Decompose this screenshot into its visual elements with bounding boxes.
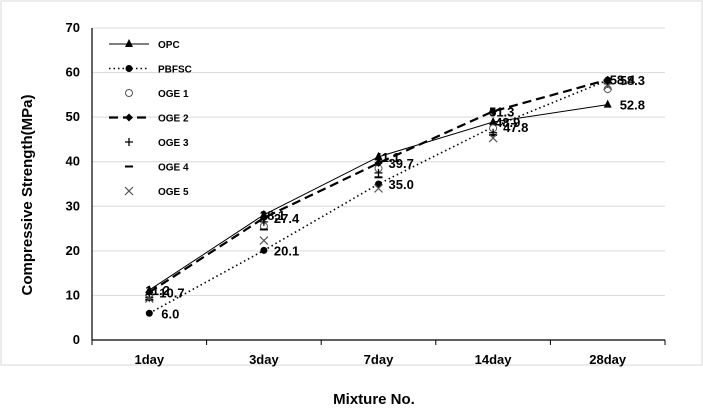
data-point-opc [374, 151, 383, 160]
legend-label: PBFSC [158, 65, 192, 76]
data-label: 51.3 [489, 104, 514, 119]
y-tick-label: 0 [73, 332, 80, 347]
y-tick-label: 60 [66, 65, 80, 80]
data-point-pbfsc [145, 309, 153, 317]
series-oge-5 [144, 81, 613, 303]
legend-marker [125, 89, 133, 97]
y-tick-label: 40 [66, 154, 80, 169]
data-point-opc [489, 117, 498, 126]
legend-marker [125, 113, 133, 122]
data-point-oge-2 [259, 213, 268, 222]
legend-marker [125, 138, 133, 146]
series-line-pbfsc [148, 79, 609, 314]
data-point-oge-5 [374, 184, 383, 193]
x-tick-label: 3day [249, 352, 279, 367]
legend-label: OGE 3 [158, 138, 189, 149]
data-label: 58.4 [610, 73, 636, 88]
data-point-oge-3 [259, 217, 268, 226]
data-label: 41.1 [375, 150, 400, 165]
legend-label: OPC [158, 40, 180, 51]
legend: OPC PBFSC OGE 1 OGE 2 OGE 3 OGE 4 OGE 5 [109, 39, 192, 198]
data-point-opc [603, 99, 612, 108]
y-tick-label: 10 [66, 287, 80, 302]
data-label: 35.0 [389, 177, 414, 192]
y-axis-title: Compressive Strength(MPa) [19, 95, 36, 296]
gridlines [92, 27, 665, 296]
data-point-oge-3 [374, 168, 383, 177]
x-tick-label: 7day [364, 352, 394, 367]
data-label: 10.7 [159, 285, 184, 300]
data-label: 47.8 [503, 120, 528, 135]
data-label: 27.4 [274, 211, 300, 226]
series-line-oge-2 [148, 78, 608, 294]
legend-item-pbfsc: PBFSC [109, 65, 192, 76]
series-line-opc [149, 104, 608, 291]
y-tick-label: 50 [66, 109, 80, 124]
legend-marker [125, 39, 133, 47]
legend-label: OGE 5 [158, 187, 189, 198]
legend-item-oge-3: OGE 3 [125, 138, 189, 149]
legend-marker [124, 186, 134, 196]
data-label: 20.1 [274, 243, 299, 258]
data-point-oge-5 [603, 81, 613, 91]
axes: 0 10 20 30 40 50 60 70 1day 3day 7day 14day 28day [66, 20, 666, 367]
series-opc [145, 99, 612, 294]
data-labels: 11.210.7 6.0 28.127.4 20.1 41.139.7 35.0 51.34… [145, 73, 645, 322]
x-axis-title: Mixture No. [333, 391, 415, 408]
y-tick-label: 20 [66, 243, 80, 258]
y-tick-label: 30 [66, 198, 80, 213]
data-label: 11.2 [145, 283, 170, 298]
data-point-pbfsc [375, 180, 382, 188]
legend-label: OGE 1 [158, 89, 189, 100]
x-tick-label: 1day [134, 352, 164, 367]
legend-item-oge-2: OGE 2 [109, 113, 189, 125]
data-label: 48.9 [495, 115, 520, 130]
data-point-oge-2 [145, 288, 154, 297]
series-pbfsc [145, 76, 612, 317]
legend-item-oge-5: OGE 5 [124, 186, 189, 198]
data-point-pbfsc [260, 246, 268, 254]
legend-item-oge-4: OGE 4 [125, 163, 189, 174]
data-label: 52.8 [620, 98, 645, 113]
legend-marker [125, 65, 133, 72]
legend-item-oge-1: OGE 1 [125, 89, 189, 100]
data-point-oge-5 [488, 133, 498, 143]
data-label: 6.0 [161, 306, 179, 321]
x-tick-label: 14day [475, 352, 513, 367]
data-point-oge-5 [259, 236, 269, 246]
data-point-oge-5 [144, 294, 154, 303]
legend-label: OGE 4 [158, 163, 189, 174]
series-oge-3 [145, 79, 612, 302]
legend-item-opc: OPC [109, 39, 180, 51]
chart-area-border [0, 0, 703, 366]
x-tick-label: 28day [589, 352, 627, 367]
data-point-opc [259, 209, 268, 218]
data-label: 28.1 [260, 208, 285, 223]
data-label: 39.7 [389, 156, 414, 171]
series [144, 75, 613, 317]
data-point-oge-2 [489, 107, 498, 116]
legend-label: OGE 2 [158, 114, 189, 125]
y-tick-label: 70 [66, 20, 80, 35]
data-point-oge-2 [374, 159, 383, 168]
data-label: 58.3 [620, 73, 645, 88]
